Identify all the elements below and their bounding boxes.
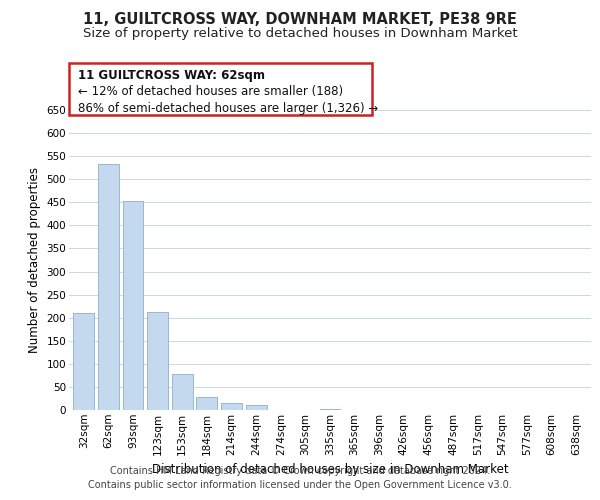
Text: 86% of semi-detached houses are larger (1,326) →: 86% of semi-detached houses are larger (… [78,102,378,115]
Text: 11 GUILTCROSS WAY: 62sqm: 11 GUILTCROSS WAY: 62sqm [78,69,265,82]
Y-axis label: Number of detached properties: Number of detached properties [28,167,41,353]
Bar [196,397,217,410]
Text: ← 12% of detached houses are smaller (188): ← 12% of detached houses are smaller (18… [78,86,343,98]
Text: Contains HM Land Registry data © Crown copyright and database right 2024.: Contains HM Land Registry data © Crown c… [110,466,490,476]
Text: Size of property relative to detached houses in Downham Market: Size of property relative to detached ho… [83,28,517,40]
Text: 11, GUILTCROSS WAY, DOWNHAM MARKET, PE38 9RE: 11, GUILTCROSS WAY, DOWNHAM MARKET, PE38… [83,12,517,28]
X-axis label: Distribution of detached houses by size in Downham Market: Distribution of detached houses by size … [152,463,508,476]
Bar [122,202,143,410]
Bar [98,164,119,410]
Bar [147,312,168,410]
Bar [221,403,242,410]
Bar [73,313,94,410]
Text: Contains public sector information licensed under the Open Government Licence v3: Contains public sector information licen… [88,480,512,490]
Bar [172,374,193,410]
Bar [245,406,266,410]
Bar [320,409,340,410]
